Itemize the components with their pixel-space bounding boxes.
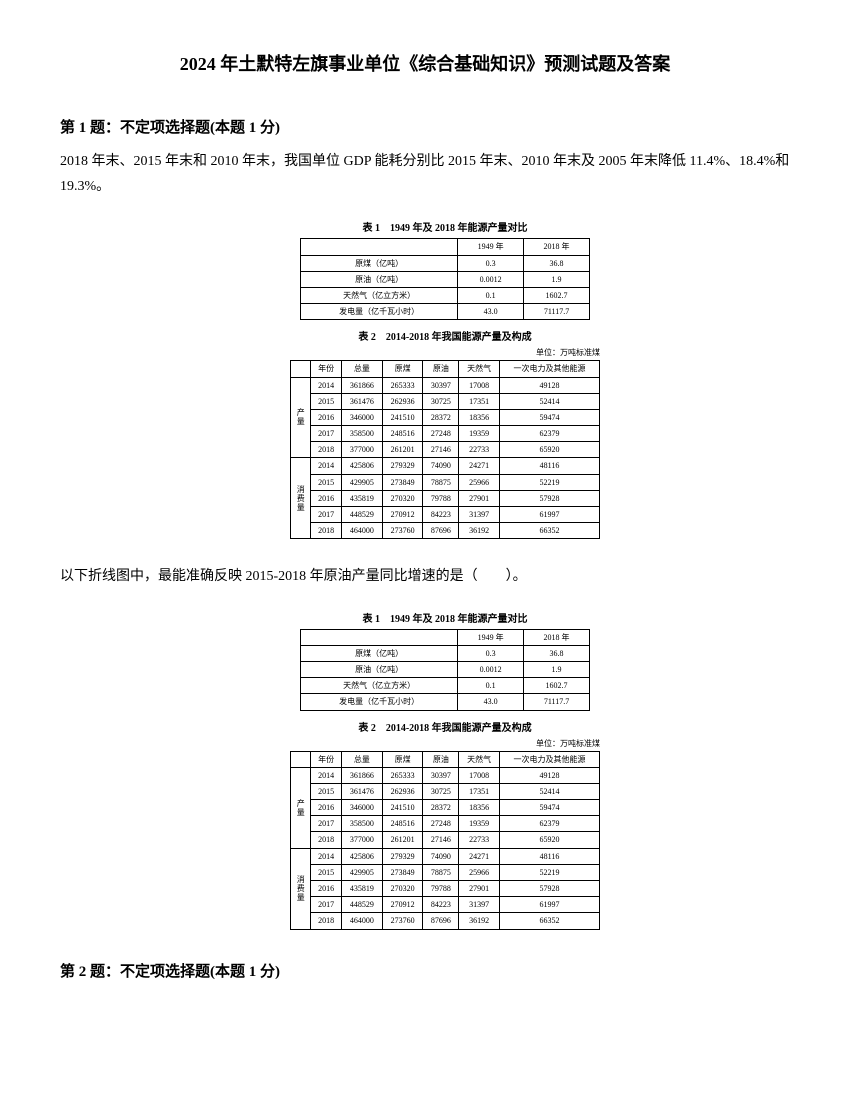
question-2-header: 第 2 题：不定项选择题(本题 1 分) bbox=[60, 960, 790, 981]
table2b-unit: 单位：万吨标准煤 bbox=[290, 738, 600, 749]
table1-col2: 2018 年 bbox=[524, 239, 590, 255]
table1b: 1949 年 2018 年 原煤（亿吨）0.336.8 原油（亿吨）0.0012… bbox=[300, 629, 590, 711]
document-title: 2024 年土默特左旗事业单位《综合基础知识》预测试题及答案 bbox=[60, 50, 790, 76]
table1b-title: 表 1 1949 年及 2018 年能源产量对比 bbox=[100, 610, 790, 625]
table2: 年份 总量 原煤 原油 天然气 一次电力及其他能源 产量201436186626… bbox=[290, 360, 600, 539]
table1-col1: 1949 年 bbox=[458, 239, 524, 255]
table2b-title: 表 2 2014-2018 年我国能源产量及构成 bbox=[100, 719, 790, 734]
tables-group-1: 表 1 1949 年及 2018 年能源产量对比 1949 年 2018 年 原… bbox=[100, 219, 790, 539]
question-1-header: 第 1 题：不定项选择题(本题 1 分) bbox=[60, 116, 790, 137]
table2b: 年份 总量 原煤 原油 天然气 一次电力及其他能源 产量201436186626… bbox=[290, 751, 600, 930]
tables-group-2: 表 1 1949 年及 2018 年能源产量对比 1949 年 2018 年 原… bbox=[100, 610, 790, 930]
table2-title: 表 2 2014-2018 年我国能源产量及构成 bbox=[100, 328, 790, 343]
question-1-text-1: 2018 年末、2015 年末和 2010 年末，我国单位 GDP 能耗分别比 … bbox=[60, 149, 790, 199]
table2-unit: 单位：万吨标准煤 bbox=[290, 347, 600, 358]
question-1-text-2: 以下折线图中，最能准确反映 2015-2018 年原油产量同比增速的是（ ）。 bbox=[60, 564, 790, 589]
table1: 1949 年 2018 年 原煤（亿吨）0.336.8 原油（亿吨）0.0012… bbox=[300, 238, 590, 320]
table1-title: 表 1 1949 年及 2018 年能源产量对比 bbox=[100, 219, 790, 234]
